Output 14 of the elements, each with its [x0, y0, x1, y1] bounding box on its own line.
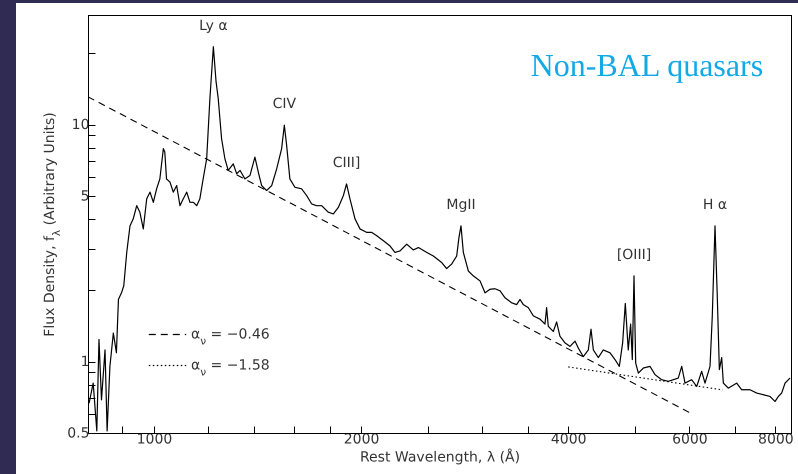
annotation: H α — [702, 196, 728, 213]
y-tick-label: 10 — [72, 117, 90, 134]
legend-label: α$_{ν}$ = −0.46 — [191, 326, 270, 348]
annotation: MgII — [446, 196, 476, 213]
y-tick-label: 0.5 — [67, 426, 90, 442]
annotation: [OIII] — [616, 246, 652, 263]
annotation: CIII] — [332, 154, 360, 171]
legend-label: α$_{ν}$ = −1.58 — [191, 358, 270, 378]
y-tick-label: 1 — [80, 354, 90, 370]
y-tick-label: 5 — [80, 188, 90, 204]
annotation: CIV — [272, 96, 296, 112]
annotation: Ly α — [199, 18, 228, 34]
x-axis-title: Rest Wavelength, λ (Å) — [360, 448, 520, 466]
text: Non-BAL quasars — [530, 47, 764, 83]
